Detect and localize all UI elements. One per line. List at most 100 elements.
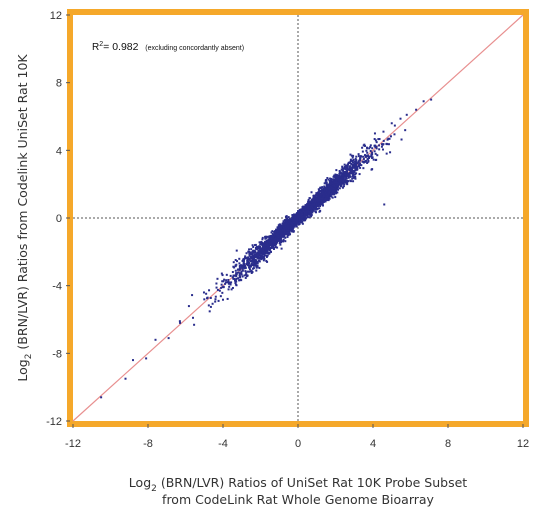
data-point: [287, 229, 290, 232]
data-point: [287, 216, 290, 219]
data-point: [368, 147, 371, 150]
data-point: [292, 221, 295, 224]
data-point: [252, 249, 255, 252]
data-point: [272, 240, 275, 243]
data-point: [234, 259, 237, 262]
data-point: [264, 244, 267, 247]
data-point: [244, 264, 247, 267]
data-point: [249, 256, 252, 259]
data-point: [245, 271, 248, 274]
data-point: [223, 278, 226, 281]
data-point: [215, 286, 218, 289]
data-point: [179, 321, 182, 324]
data-point: [226, 281, 229, 284]
data-point: [291, 218, 294, 221]
data-point: [247, 250, 250, 253]
data-point: [382, 139, 385, 142]
data-point: [347, 172, 350, 175]
data-point: [265, 251, 268, 254]
data-point: [245, 257, 248, 260]
data-point: [352, 180, 355, 183]
data-point: [290, 222, 293, 225]
data-point: [304, 206, 307, 209]
data-point: [337, 177, 340, 180]
data-point: [273, 238, 276, 241]
data-point: [285, 222, 288, 225]
data-point: [308, 202, 311, 205]
data-point: [268, 241, 271, 244]
data-point: [308, 216, 311, 219]
data-point: [352, 163, 355, 166]
data-point: [307, 203, 310, 206]
data-point: [311, 199, 314, 202]
data-point: [393, 124, 396, 127]
data-point: [237, 271, 240, 274]
data-point: [187, 305, 190, 308]
data-point: [244, 266, 247, 269]
y-tick-label: -8: [52, 348, 62, 360]
data-point: [271, 232, 274, 235]
data-point: [351, 159, 354, 162]
data-point: [343, 173, 346, 176]
data-point: [315, 194, 318, 197]
data-point: [342, 172, 345, 175]
data-point: [376, 154, 379, 157]
data-point: [237, 268, 240, 271]
data-point: [276, 246, 279, 249]
data-point: [306, 202, 309, 205]
data-point: [241, 264, 244, 267]
data-point: [283, 219, 286, 222]
data-point: [124, 377, 127, 380]
data-point: [312, 209, 315, 212]
data-point: [319, 186, 322, 189]
data-point: [323, 185, 326, 188]
data-point: [320, 196, 323, 199]
data-point: [317, 204, 320, 207]
data-point: [285, 226, 288, 229]
data-point: [241, 267, 244, 270]
data-point: [276, 235, 279, 238]
data-point: [240, 273, 243, 276]
data-point: [293, 221, 296, 224]
data-point: [269, 246, 272, 249]
data-point: [300, 216, 303, 219]
data-point: [404, 129, 407, 132]
r-squared-annotation: R2= 0.982 (excluding concordantly absent…: [92, 41, 244, 53]
y-tick-label: 0: [56, 213, 62, 225]
data-point: [319, 197, 322, 200]
data-point: [245, 273, 248, 276]
data-point: [313, 206, 316, 209]
data-point: [354, 164, 357, 167]
x-tick-label: 12: [517, 438, 529, 450]
data-point: [234, 274, 237, 277]
data-point: [285, 220, 288, 223]
data-point: [317, 202, 320, 205]
data-point: [260, 254, 263, 257]
data-point: [247, 257, 250, 260]
data-point: [234, 269, 237, 272]
data-point: [331, 196, 334, 199]
data-point: [304, 219, 307, 222]
data-point: [321, 188, 324, 191]
data-point: [298, 212, 301, 215]
data-point: [344, 179, 347, 182]
data-point: [354, 177, 357, 180]
x-tick-labels: -12 -8 -4 0 4 8 12: [65, 424, 529, 450]
data-point: [335, 181, 338, 184]
data-point: [322, 195, 325, 198]
data-point: [261, 238, 264, 241]
data-point: [267, 238, 270, 241]
data-point: [279, 233, 282, 236]
data-point: [303, 219, 306, 222]
data-point: [206, 297, 209, 300]
data-point: [284, 218, 287, 221]
data-point: [307, 208, 310, 211]
data-point: [358, 163, 361, 166]
data-point: [328, 179, 331, 182]
data-point: [282, 230, 285, 233]
data-point: [273, 241, 276, 244]
data-point: [340, 172, 343, 175]
data-point: [225, 273, 228, 276]
data-point: [254, 255, 257, 258]
data-point: [348, 175, 351, 178]
